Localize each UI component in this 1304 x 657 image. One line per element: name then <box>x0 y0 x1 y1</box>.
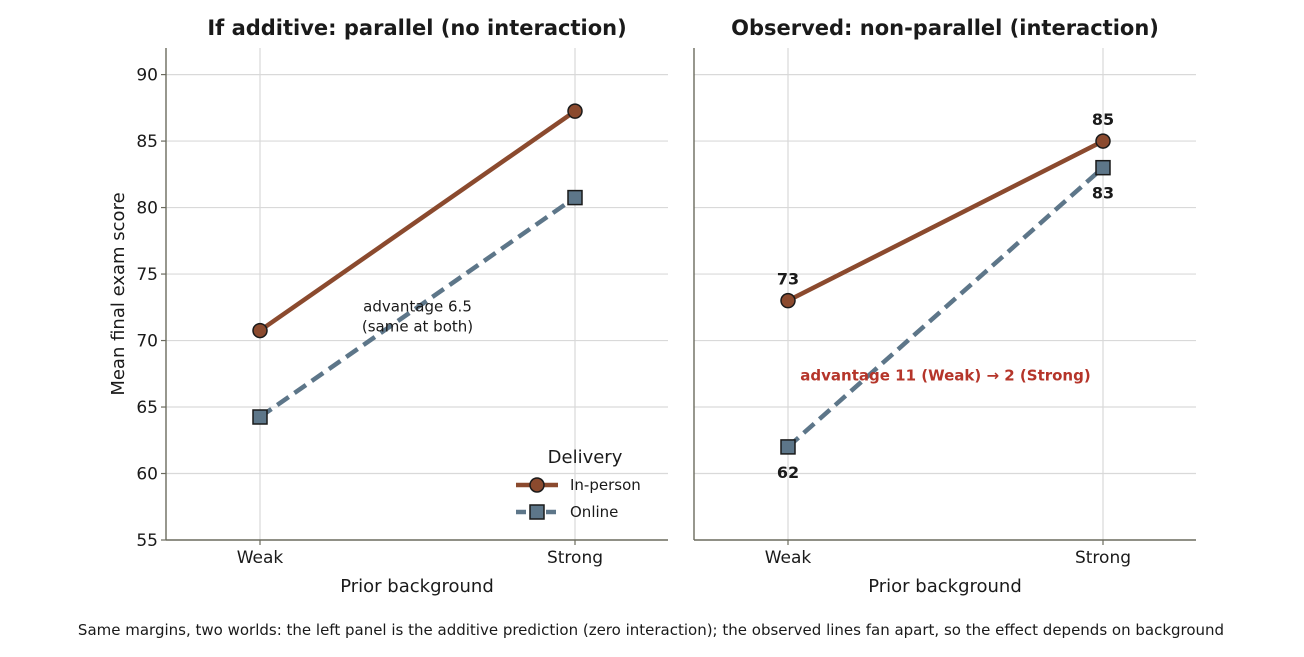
y-tick-label: 65 <box>136 398 158 418</box>
legend-title: Delivery <box>548 447 623 468</box>
marker-in-person <box>567 103 583 119</box>
series-line-in-person <box>258 109 577 333</box>
data-label: 62 <box>777 463 799 482</box>
x-tick-label: Weak <box>765 548 812 568</box>
x-tick-label: Strong <box>547 548 603 568</box>
marker-online <box>1095 159 1111 176</box>
marker-in-person <box>1095 133 1111 149</box>
data-label: 85 <box>1092 110 1114 129</box>
panel-additive: 55 60 65 70 75 80 85 90 Weak Strong If additive: p… <box>108 16 668 597</box>
x-tick-label: Weak <box>237 548 284 568</box>
panel-title: If additive: parallel (no interaction) <box>207 16 626 40</box>
legend-label: Online <box>570 503 618 521</box>
legend-marker-online <box>529 504 545 520</box>
figure-caption: Same margins, two worlds: the left panel… <box>78 621 1224 639</box>
y-tick-label: 60 <box>136 465 158 485</box>
legend: Delivery In-person Online <box>516 447 641 521</box>
y-axis-title: Mean final exam score <box>108 192 129 395</box>
series-line-online <box>786 165 1105 449</box>
x-axis-title: Prior background <box>340 576 494 597</box>
legend-marker-in-person <box>529 477 545 493</box>
marker-online <box>567 189 583 206</box>
panel-title: Observed: non-parallel (interaction) <box>731 16 1159 40</box>
y-tick-label: 55 <box>136 531 158 551</box>
y-tick-label: 85 <box>136 132 158 152</box>
data-label: 83 <box>1092 184 1114 203</box>
y-tick-label: 80 <box>136 199 158 219</box>
panel-observed: Weak Strong Observed: non-parallel (intera… <box>693 16 1196 597</box>
marker-online <box>252 409 268 425</box>
marker-in-person <box>780 292 796 309</box>
marker-online <box>780 439 796 455</box>
x-tick-label: Strong <box>1075 548 1131 568</box>
annotation-text: (same at both) <box>362 317 473 335</box>
marker-in-person <box>252 322 268 339</box>
y-tick-label: 90 <box>136 66 158 86</box>
y-tick-label: 70 <box>136 332 158 352</box>
series-line-in-person <box>786 139 1105 303</box>
data-label: 73 <box>777 270 799 289</box>
annotation-text: advantage 6.5 <box>363 297 472 315</box>
x-axis-title: Prior background <box>868 576 1022 597</box>
series-line-online <box>258 195 577 419</box>
y-tick-label: 75 <box>136 265 158 285</box>
legend-label: In-person <box>570 476 641 494</box>
annotation-text: advantage 11 (Weak) → 2 (Strong) <box>800 366 1090 384</box>
